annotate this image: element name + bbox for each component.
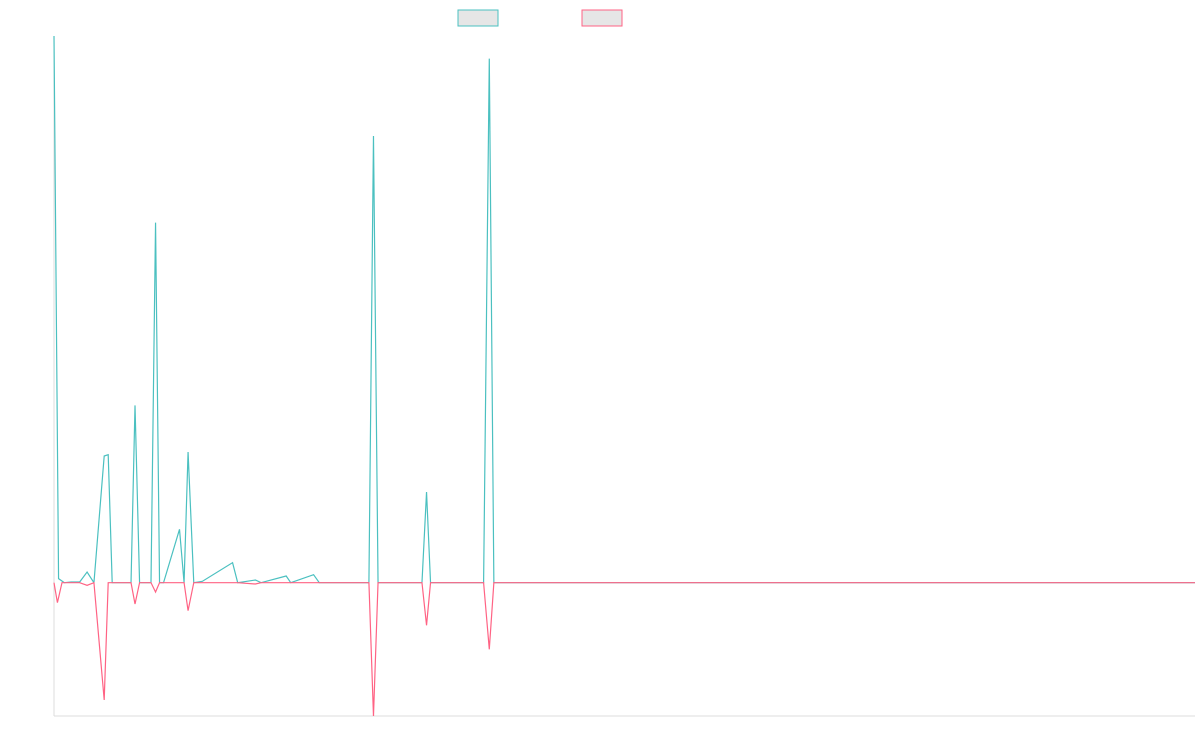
series-line-negative <box>53 581 1195 717</box>
legend-swatch-negative[interactable] <box>581 9 623 27</box>
legend <box>457 9 623 27</box>
legend-swatch-positive[interactable] <box>457 9 499 27</box>
plot-series <box>53 35 1195 717</box>
series-line-positive <box>53 35 1195 585</box>
